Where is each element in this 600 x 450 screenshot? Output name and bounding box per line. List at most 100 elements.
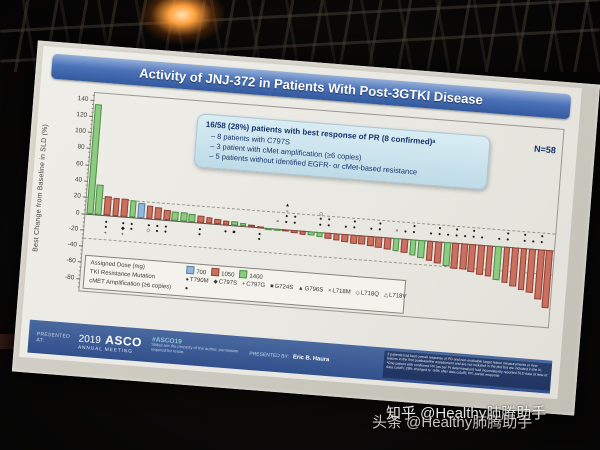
y-tick-label: 100: [74, 127, 87, 136]
mutation-marker: ●: [540, 239, 544, 246]
y-tick-mark: [76, 277, 81, 280]
dose-swatch: [239, 269, 248, 279]
mutation-symbol: ◆: [213, 279, 218, 286]
footnote-block: 3 patients had best overall response of …: [382, 350, 553, 391]
y-minor-tick: [77, 282, 81, 284]
y-tick-label: 0: [75, 208, 80, 217]
waterfall-bar: [197, 215, 205, 223]
mutation-symbol: ×: [327, 288, 332, 295]
legend-dose-item: 700: [186, 265, 206, 276]
y-minor-tick: [86, 172, 89, 174]
mutation-marker: ■: [232, 228, 236, 236]
footnote-text: 3 patients had best overall response of …: [386, 352, 548, 378]
waterfall-bar: [459, 242, 468, 271]
mutation-marker: ●: [352, 224, 357, 231]
y-minor-tick: [80, 249, 83, 251]
y-tick-label: 80: [77, 143, 85, 152]
waterfall-bar: [290, 229, 298, 234]
y-minor-tick: [85, 192, 88, 194]
waterfall-bar: [375, 236, 383, 248]
y-minor-tick: [91, 111, 94, 113]
waterfall-bar: [273, 228, 281, 231]
mutation-marker: ●: [480, 234, 484, 241]
annotation-callout: 16/58 (28%) patients with best response …: [193, 113, 491, 191]
y-minor-tick: [90, 127, 93, 129]
legend-mutation-item: △L718V: [383, 292, 407, 301]
waterfall-bar: [425, 240, 434, 261]
mutation-symbol: ◇: [355, 290, 361, 297]
waterfall-bar: [171, 211, 179, 221]
waterfall-bar: [366, 235, 375, 247]
stage-light: [140, 0, 224, 44]
waterfall-bar: [137, 202, 146, 218]
mutation-symbol: ▲: [297, 285, 304, 293]
y-minor-tick: [86, 176, 89, 178]
mutation-symbol: ■: [269, 283, 274, 290]
mutation-marker: ●: [505, 236, 510, 243]
y-minor-tick: [82, 225, 85, 227]
waterfall-bar: [205, 217, 213, 224]
waterfall-bar: [180, 212, 188, 222]
legend-mutation-item: ◆C797S: [213, 279, 238, 288]
mutation-marker: ●: [378, 226, 382, 233]
y-minor-tick: [88, 144, 91, 146]
y-minor-tick: [84, 204, 87, 207]
y-minor-tick: [82, 221, 85, 223]
y-minor-tick: [81, 241, 84, 243]
sample-size-label: N=58: [533, 143, 557, 156]
y-minor-tick: [91, 107, 94, 109]
waterfall-bar: [417, 239, 426, 259]
y-tick-label: -40: [67, 241, 78, 249]
waterfall-bar: [299, 230, 307, 235]
y-minor-tick: [79, 265, 82, 268]
waterfall-bar: [120, 198, 129, 217]
y-tick-mark: [90, 99, 95, 101]
y-tick-mark: [86, 147, 91, 150]
waterfall-bar: [408, 238, 417, 256]
y-minor-tick: [80, 253, 83, 255]
y-minor-tick: [84, 200, 87, 203]
y-minor-tick: [85, 188, 88, 190]
waterfall-bar: [315, 231, 324, 238]
waterfall-bar: [146, 205, 154, 219]
waterfall-bar: [324, 232, 332, 240]
waterfall-bar: [265, 227, 272, 230]
mutation-marker: +: [103, 229, 108, 236]
y-minor-tick: [90, 123, 93, 125]
legend-dose-item: 1050: [211, 267, 235, 278]
legend-mutation-item: ×L718M: [327, 288, 351, 297]
waterfall-bar: [163, 209, 171, 220]
y-minor-tick: [79, 257, 82, 259]
waterfall-bar: [214, 218, 222, 224]
mutation-marker: ●: [292, 219, 297, 226]
y-minor-tick: [87, 156, 90, 158]
y-minor-tick: [83, 217, 86, 219]
y-tick-label: 40: [74, 176, 83, 184]
mutation-marker: ●: [129, 226, 134, 233]
y-tick-mark: [85, 164, 90, 166]
y-minor-tick: [78, 274, 81, 276]
waterfall-bar: [400, 238, 409, 254]
projection-screen: Activity of JNJ-372 in Patients With Pos…: [11, 40, 600, 416]
waterfall-bar: [383, 236, 392, 250]
mutation-marker: ●: [257, 236, 261, 243]
y-tick-mark: [87, 131, 92, 134]
y-tick-label: 140: [77, 94, 89, 103]
waterfall-bar: [129, 200, 137, 218]
y-minor-tick: [87, 160, 90, 162]
mutation-marker: +: [120, 231, 125, 238]
chart-legend: Assigned Dose (mg) 700 1050 1400 TKI Resis…: [82, 254, 407, 314]
legend-mutation-item: ▲G796S: [297, 285, 324, 294]
legend-mutation-item: ◇L718Q: [355, 290, 380, 299]
y-tick-label: -20: [68, 224, 79, 233]
waterfall-bar: [111, 197, 121, 216]
presented-at-label: PRESENTED AT:: [36, 330, 71, 344]
waterfall-plot: Best Change from Baseline in SLD (%) N=5…: [32, 91, 565, 329]
y-minor-tick: [89, 139, 92, 142]
y-minor-tick: [88, 152, 91, 154]
waterfall-bar: [358, 234, 366, 246]
waterfall-bar: [341, 233, 349, 243]
y-tick-label: 20: [73, 192, 82, 201]
waterfall-bar: [222, 219, 230, 225]
waterfall-bar: [450, 242, 460, 269]
